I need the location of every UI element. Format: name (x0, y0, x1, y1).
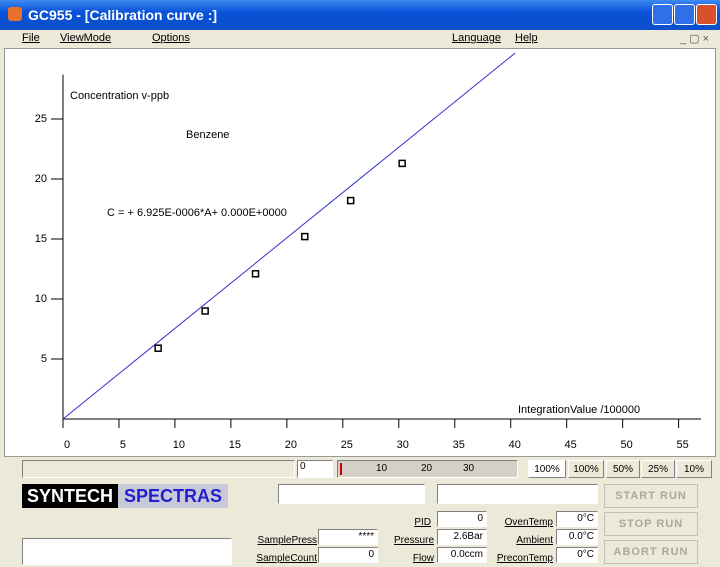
reading-value: **** (318, 529, 378, 545)
minimize-button[interactable] (652, 4, 673, 25)
reading-value: 0 (437, 511, 487, 527)
annotation: Benzene (186, 129, 229, 141)
reading-label: SamplePress (257, 535, 317, 546)
menu-item[interactable]: Help (515, 32, 538, 44)
x-axis-label: IntegrationValue /100000 (518, 404, 640, 416)
reading-value: 0.0°C (556, 529, 598, 545)
reading-label: Pressure (393, 535, 434, 546)
maximize-button[interactable] (674, 4, 695, 25)
zoom-button[interactable]: 100% (568, 460, 604, 478)
x-tick-label: 40 (509, 439, 521, 451)
scale-label: 20 (421, 463, 433, 474)
reading-value: 0 (318, 547, 378, 563)
x-tick-label: 25 (341, 439, 353, 451)
y-tick-label: 15 (35, 233, 47, 245)
status-value: 0 (297, 460, 333, 478)
status-field (22, 460, 295, 478)
y-tick-label: 25 (35, 113, 47, 125)
y-axis-label: Concentration v-ppb (70, 90, 169, 102)
zoom-button[interactable]: 100% (528, 460, 566, 478)
y-tick-label: 20 (35, 173, 47, 185)
x-tick-label: 10 (173, 439, 185, 451)
reading-label: PID (414, 517, 431, 528)
title-bar: GC955 - [Calibration curve :] (0, 0, 720, 30)
x-tick-label: 15 (229, 439, 241, 451)
scale-label: 10 (376, 463, 388, 474)
y-tick-label: 5 (41, 353, 47, 365)
chart: Concentration v-ppb IntegrationValue /10… (35, 52, 701, 451)
menu-item[interactable]: Options (152, 32, 190, 44)
reading-value: 0.0ccm (437, 547, 487, 563)
menu-item[interactable]: File (22, 32, 40, 44)
menu-item[interactable]: Language (452, 32, 501, 44)
reading-value: 0°C (556, 511, 598, 527)
annotation: C = + 6.925E-0006*A+ 0.000E+0000 (107, 207, 287, 219)
zoom-button[interactable]: 50% (606, 460, 640, 478)
x-tick-label: 35 (453, 439, 465, 451)
reading-label: OvenTemp (504, 517, 553, 528)
mdi-controls[interactable]: _ ▢ × (680, 33, 710, 45)
menu-bar: File ViewMode Options Language Help _ ▢ … (0, 30, 720, 48)
scale-bar: 10 20 30 (337, 460, 518, 478)
x-tick-label: 45 (565, 439, 577, 451)
app-icon (8, 7, 22, 21)
text-field[interactable] (278, 484, 425, 504)
x-tick-label: 50 (621, 439, 633, 451)
data-point (154, 344, 162, 352)
x-tick-label: 5 (120, 439, 126, 451)
x-tick-label: 30 (397, 439, 409, 451)
zoom-button[interactable]: 10% (676, 460, 712, 478)
logo: SPECTRAS (118, 484, 228, 508)
data-point (398, 159, 406, 168)
data-point (201, 307, 209, 315)
start-run-button[interactable]: START RUN (604, 484, 698, 508)
data-point (251, 270, 260, 278)
stop-run-button[interactable]: STOP RUN (604, 512, 698, 536)
y-tick-label: 10 (35, 293, 47, 305)
scale-label: 30 (463, 463, 475, 474)
fit-line (62, 52, 516, 420)
chart-area (4, 48, 716, 457)
reading-label: Flow (412, 553, 434, 564)
data-point (346, 196, 355, 205)
menu-item[interactable]: ViewMode (60, 32, 112, 44)
reading-value: 2.6Bar (437, 529, 487, 545)
text-field[interactable] (437, 484, 598, 504)
reading-label: PreconTemp (496, 553, 553, 564)
abort-run-button[interactable]: ABORT RUN (604, 540, 698, 564)
x-tick-label: 55 (676, 439, 688, 451)
scale-indicator (340, 463, 342, 475)
reading-label: SampleCount (256, 553, 317, 564)
close-button[interactable] (696, 4, 717, 25)
x-tick-label: 20 (285, 439, 297, 451)
reading-value: 0°C (556, 547, 598, 563)
text-field[interactable] (22, 538, 232, 565)
zoom-button[interactable]: 25% (641, 460, 675, 478)
window-title: GC955 - [Calibration curve :] (28, 7, 218, 23)
data-point (301, 232, 309, 241)
reading-label: Ambient (516, 535, 553, 546)
logo: SYNTECH (22, 484, 118, 508)
x-tick-label: 0 (64, 439, 70, 451)
